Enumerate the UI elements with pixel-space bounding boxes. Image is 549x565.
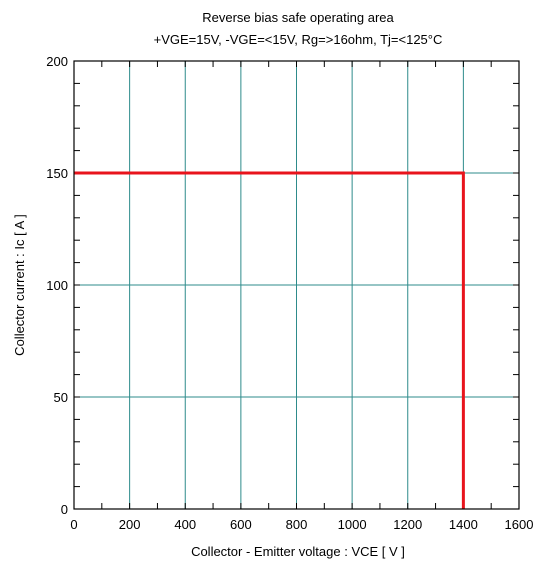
y-tick-label: 0 <box>61 502 68 517</box>
y-tick-label: 50 <box>54 390 68 405</box>
x-tick-label: 400 <box>174 517 196 532</box>
x-tick-label: 1000 <box>338 517 367 532</box>
x-tick-label: 1600 <box>505 517 534 532</box>
y-axis-label: Collector current : Ic [ A ] <box>12 214 27 356</box>
x-tick-label: 200 <box>119 517 141 532</box>
y-tick-label: 150 <box>46 166 68 181</box>
x-tick-label: 800 <box>286 517 308 532</box>
chart-subtitle: +VGE=15V, -VGE=<15V, Rg=>16ohm, Tj=<125°… <box>154 32 443 47</box>
series-layer <box>74 171 465 509</box>
rbsoa-series-line <box>74 171 465 509</box>
chart-title: Reverse bias safe operating area <box>202 10 394 25</box>
x-tick-label: 1200 <box>393 517 422 532</box>
x-tick-labels: 0 200 400 600 800 1000 1200 1400 1600 <box>70 517 533 532</box>
x-tick-label: 600 <box>230 517 252 532</box>
plot-frame <box>73 60 520 510</box>
y-tick-label: 100 <box>46 278 68 293</box>
x-tick-label: 1400 <box>449 517 478 532</box>
x-tick-label: 0 <box>70 517 77 532</box>
y-tick-labels: 0 50 100 150 200 <box>46 54 68 517</box>
y-tick-label: 200 <box>46 54 68 69</box>
grid-lines <box>74 61 519 509</box>
x-axis-label: Collector - Emitter voltage : VCE [ V ] <box>191 544 405 559</box>
